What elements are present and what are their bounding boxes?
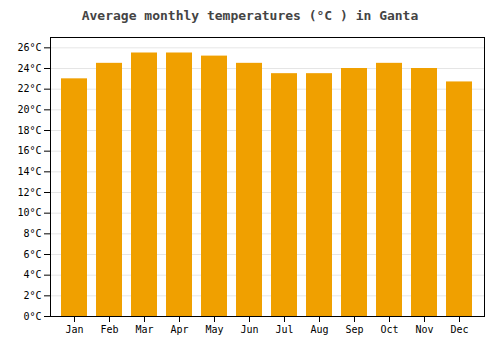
svg-text:16°C: 16°C	[17, 145, 41, 156]
svg-text:24°C: 24°C	[17, 63, 41, 74]
svg-text:Sep: Sep	[345, 324, 363, 335]
svg-text:Nov: Nov	[415, 324, 433, 335]
svg-text:0°C: 0°C	[23, 311, 41, 322]
svg-text:6°C: 6°C	[23, 249, 41, 260]
svg-text:Mar: Mar	[135, 324, 153, 335]
html-text:Average monthly temperatures (: Average monthly temperatures (°C ) in Ga…	[81, 8, 419, 23]
svg-text:18°C: 18°C	[17, 125, 41, 136]
svg-text:2°C: 2°C	[23, 290, 41, 301]
svg-text:Jun: Jun	[240, 324, 258, 335]
svg-text:8°C: 8°C	[23, 228, 41, 239]
svg-text:Feb: Feb	[100, 324, 118, 335]
svg-text:Jan: Jan	[65, 324, 83, 335]
svg-text:20°C: 20°C	[17, 104, 41, 115]
svg-text:Dec: Dec	[450, 324, 468, 335]
svg-text:Apr: Apr	[170, 324, 188, 335]
svg-text:4°C: 4°C	[23, 269, 41, 280]
svg-text:May: May	[205, 324, 223, 335]
svg-text:12°C: 12°C	[17, 187, 41, 198]
svg-text:10°C: 10°C	[17, 207, 41, 218]
svg-text:26°C: 26°C	[17, 42, 41, 53]
svg-text:Jul: Jul	[275, 324, 293, 335]
svg-text:22°C: 22°C	[17, 83, 41, 94]
svg-text:14°C: 14°C	[17, 166, 41, 177]
svg-text:Aug: Aug	[310, 324, 328, 335]
svg-text:Oct: Oct	[380, 324, 398, 335]
